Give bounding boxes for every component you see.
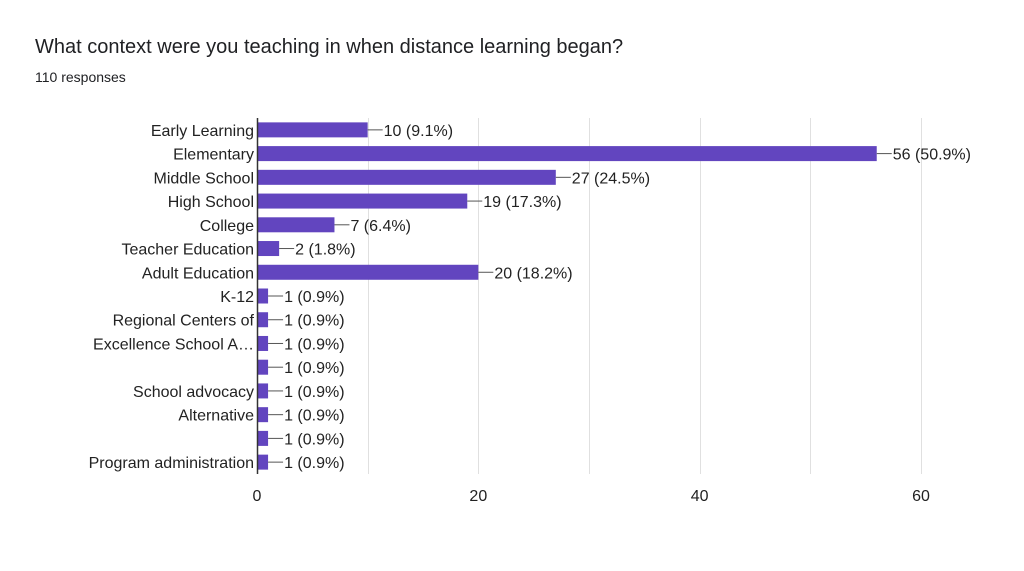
bar xyxy=(258,407,269,423)
bar xyxy=(258,335,269,351)
category-label: Alternative xyxy=(178,408,254,425)
bar xyxy=(258,359,269,375)
category-label: Excellence School A… xyxy=(93,337,254,354)
data-label: 19 (17.3%) xyxy=(483,194,561,211)
data-label: 1 (0.9%) xyxy=(284,384,344,401)
x-tick-label: 0 xyxy=(253,488,262,505)
data-label: 1 (0.9%) xyxy=(284,336,344,353)
data-label: 20 (18.2%) xyxy=(494,265,572,282)
bar xyxy=(258,264,479,280)
bar xyxy=(258,146,877,162)
category-label: Program administration xyxy=(89,455,254,472)
category-label: Teacher Education xyxy=(121,242,254,259)
data-label: 1 (0.9%) xyxy=(284,313,344,330)
x-tick-label: 40 xyxy=(691,488,709,505)
category-label: College xyxy=(200,218,254,235)
labels: 10 (9.1%) Early Learning 56 (50.9%) Element… xyxy=(89,123,971,472)
data-label: 1 (0.9%) xyxy=(284,289,344,306)
category-label: High School xyxy=(168,194,254,211)
data-label: 1 (0.9%) xyxy=(284,408,344,425)
bar xyxy=(258,169,556,185)
axes: 0 20 40 60 xyxy=(253,118,930,505)
bar xyxy=(258,288,269,304)
category-label: Early Learning xyxy=(151,123,254,140)
response-count: 110 responses xyxy=(35,69,126,85)
data-label: 1 (0.9%) xyxy=(284,360,344,377)
bar xyxy=(258,430,269,446)
data-label: 7 (6.4%) xyxy=(350,218,410,235)
category-label: K-12 xyxy=(220,289,254,306)
category-label: Regional Centers of xyxy=(113,313,255,330)
data-label: 10 (9.1%) xyxy=(384,123,453,140)
bar xyxy=(258,193,468,209)
data-label: 1 (0.9%) xyxy=(284,455,344,472)
bar xyxy=(258,241,280,257)
category-label: Adult Education xyxy=(142,265,254,282)
x-tick-label: 60 xyxy=(912,488,930,505)
data-label: 27 (24.5%) xyxy=(572,170,650,187)
bars xyxy=(258,122,877,470)
bar xyxy=(258,383,269,399)
bar xyxy=(258,454,269,470)
data-label: 2 (1.8%) xyxy=(295,242,355,259)
category-label: School advocacy xyxy=(133,384,254,401)
bar xyxy=(258,217,335,233)
data-label: 1 (0.9%) xyxy=(284,431,344,448)
x-tick-label: 20 xyxy=(469,488,487,505)
bar xyxy=(258,312,269,328)
data-label: 56 (50.9%) xyxy=(893,147,971,164)
question-title: What context were you teaching in when d… xyxy=(35,36,624,58)
category-label: Middle School xyxy=(154,170,255,187)
category-label: Elementary xyxy=(173,147,254,164)
bar xyxy=(258,122,368,138)
